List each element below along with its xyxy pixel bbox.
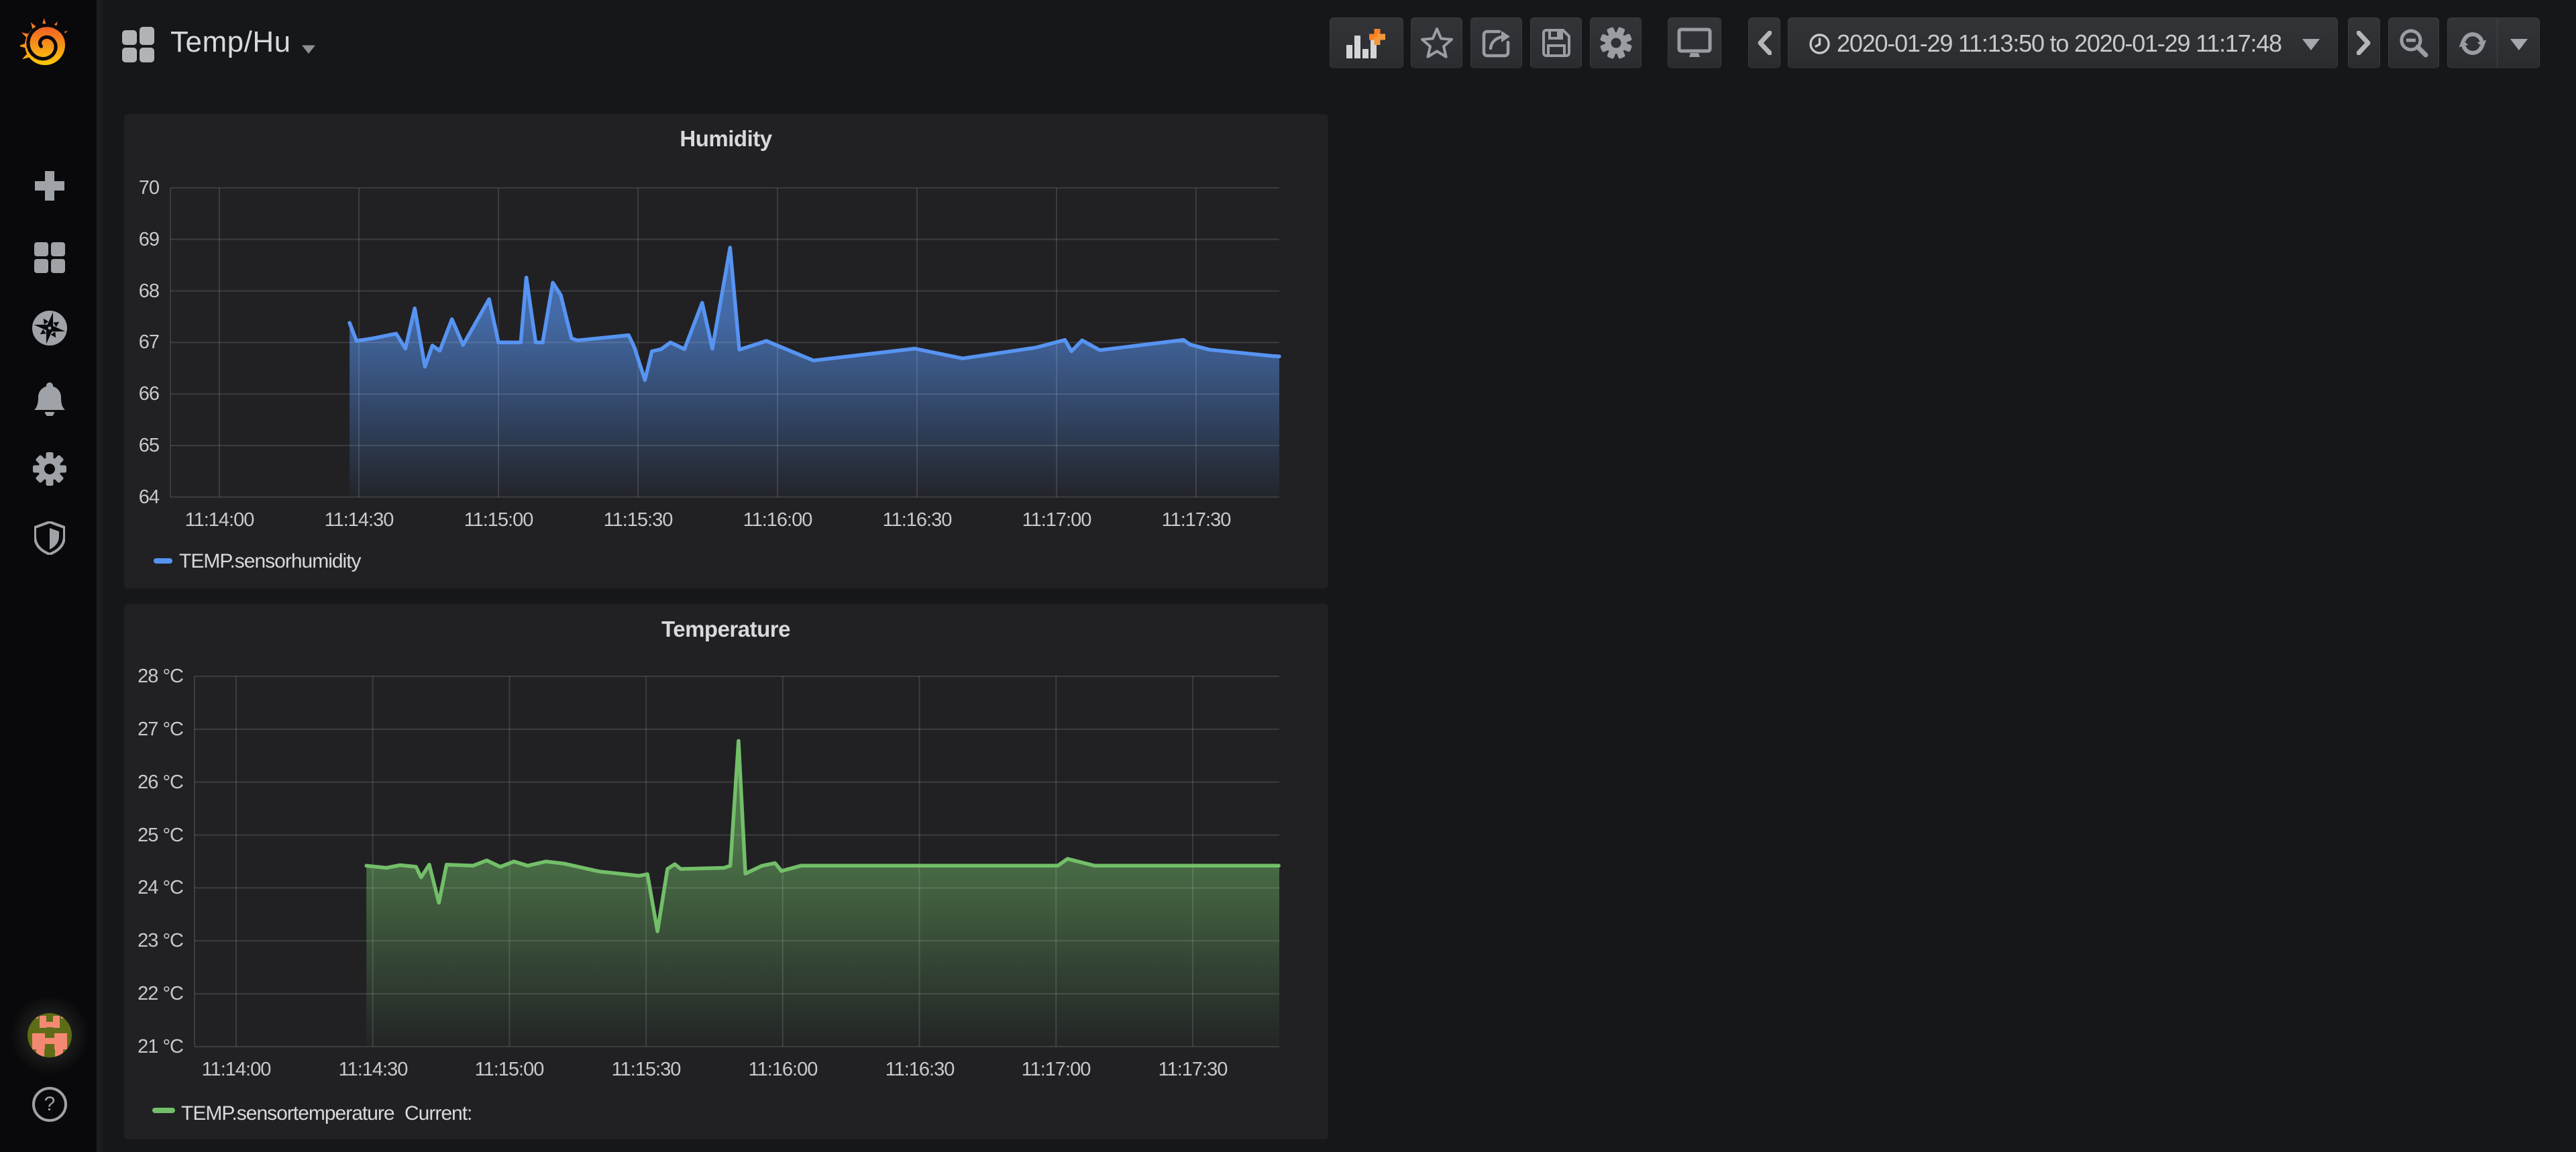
svg-text:11:16:00: 11:16:00 <box>743 509 812 531</box>
svg-text:64: 64 <box>139 486 160 508</box>
svg-text:Humidity: Humidity <box>680 126 772 151</box>
svg-text:25 °C: 25 °C <box>138 825 183 846</box>
svg-text:69: 69 <box>139 229 159 250</box>
svg-text:68: 68 <box>139 280 159 302</box>
svg-text:?: ? <box>44 1093 56 1115</box>
svg-text:11:15:00: 11:15:00 <box>475 1059 544 1080</box>
svg-text:27 °C: 27 °C <box>138 719 183 740</box>
svg-text:24 °C: 24 °C <box>138 877 183 898</box>
svg-text:11:14:30: 11:14:30 <box>325 509 394 531</box>
svg-text:11:17:00: 11:17:00 <box>1022 1059 1091 1080</box>
svg-text:11:14:00: 11:14:00 <box>185 509 254 531</box>
svg-text:TEMP.sensorhumidity: TEMP.sensorhumidity <box>179 550 362 572</box>
svg-text:11:14:30: 11:14:30 <box>339 1059 408 1080</box>
svg-text:11:15:00: 11:15:00 <box>464 509 533 531</box>
svg-text:23 °C: 23 °C <box>138 930 183 951</box>
svg-text:66: 66 <box>139 383 159 405</box>
svg-text:21 °C: 21 °C <box>138 1036 183 1057</box>
svg-text:70: 70 <box>139 177 159 199</box>
svg-text:Temperature: Temperature <box>661 617 790 641</box>
svg-text:11:16:00: 11:16:00 <box>749 1059 818 1080</box>
svg-text:TEMP.sensortemperature: TEMP.sensortemperature <box>181 1102 394 1124</box>
svg-text:67: 67 <box>139 331 159 353</box>
svg-text:Current:: Current: <box>405 1102 472 1124</box>
svg-text:28 °C: 28 °C <box>138 666 183 687</box>
svg-text:11:17:30: 11:17:30 <box>1159 1059 1228 1080</box>
svg-text:11:14:00: 11:14:00 <box>202 1059 271 1080</box>
svg-text:11:16:30: 11:16:30 <box>883 509 952 531</box>
svg-text:26 °C: 26 °C <box>138 772 183 793</box>
svg-text:11:17:30: 11:17:30 <box>1162 509 1231 531</box>
svg-text:11:15:30: 11:15:30 <box>604 509 673 531</box>
svg-text:65: 65 <box>139 435 159 456</box>
svg-text:22 °C: 22 °C <box>138 983 183 1004</box>
svg-text:11:17:00: 11:17:00 <box>1022 509 1091 531</box>
svg-text:11:16:30: 11:16:30 <box>885 1059 955 1080</box>
svg-text:11:15:30: 11:15:30 <box>612 1059 681 1080</box>
